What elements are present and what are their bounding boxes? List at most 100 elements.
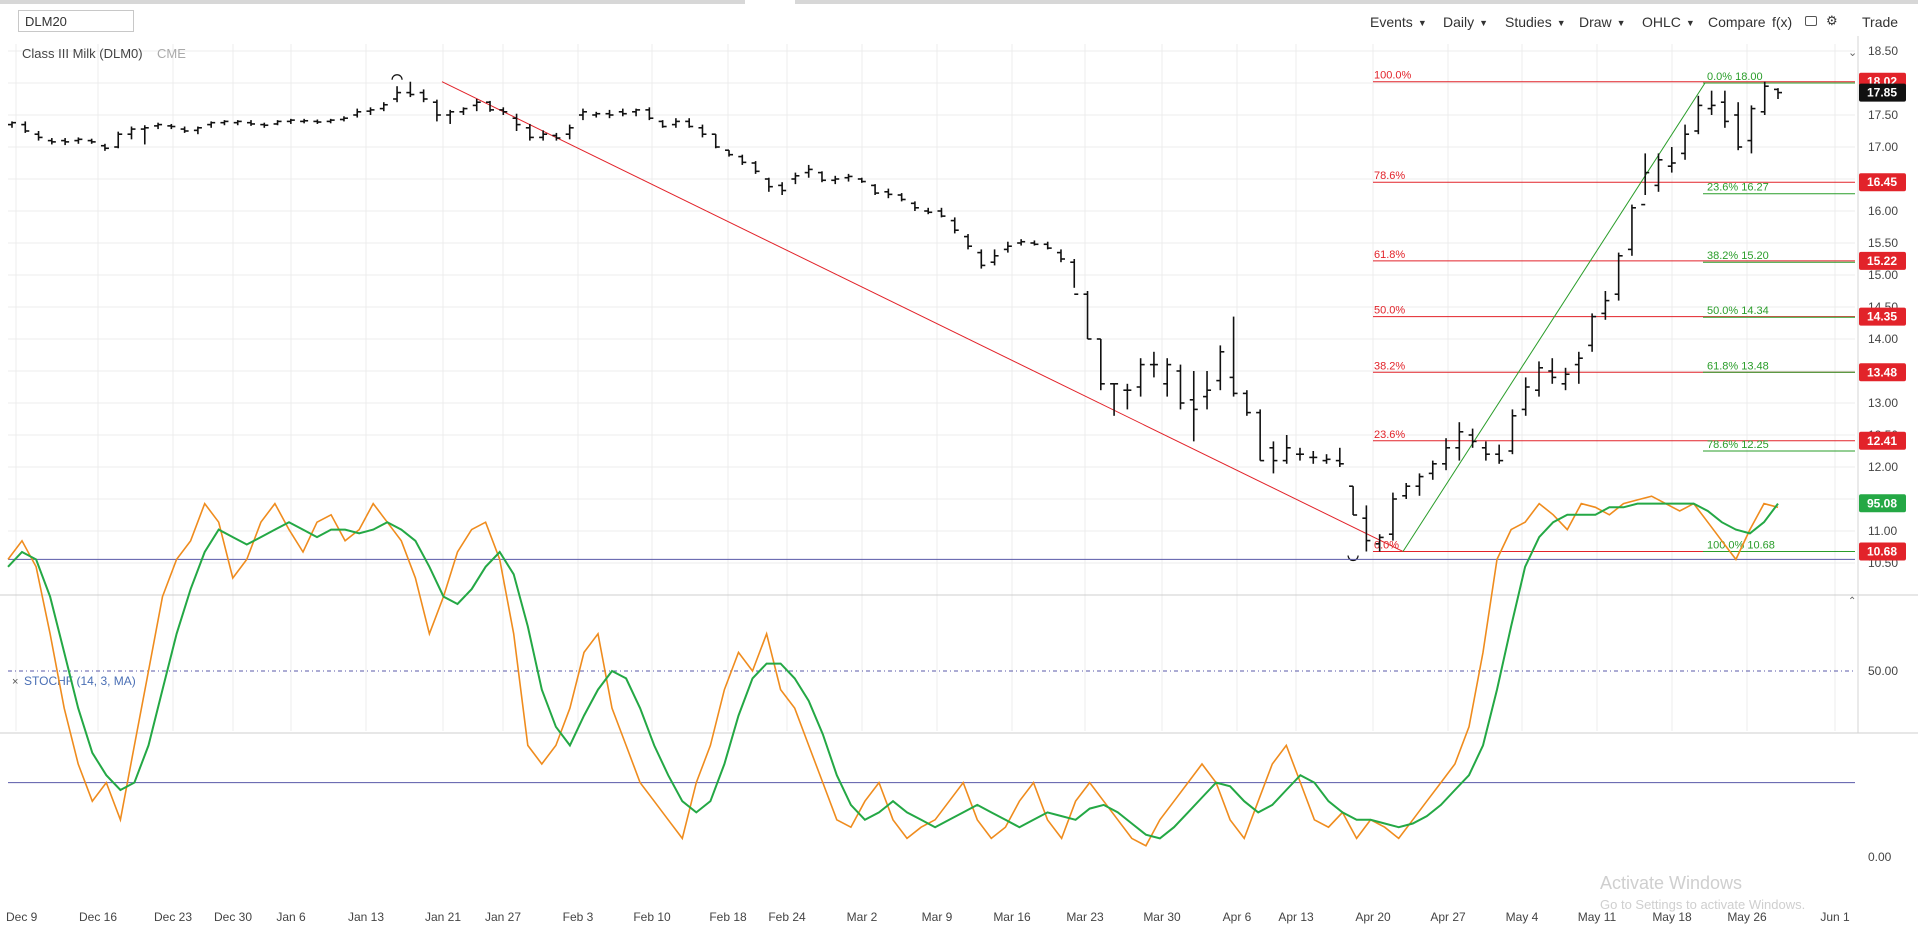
ohlc-bar xyxy=(804,164,813,178)
date-axis[interactable]: Dec 9 Dec 16 Dec 23 Dec 30 Jan 6 Jan 13 Jan 21… xyxy=(6,910,1850,924)
compare-button[interactable]: Compare xyxy=(1708,14,1766,30)
date-tick-label: May 18 xyxy=(1652,910,1692,924)
chart-toolbar: DLM20 Events ▼ Daily ▼ Studies ▼ Draw ▼ OHLC… xyxy=(0,4,1918,36)
window-top-strip xyxy=(0,0,1918,4)
ohlc-bar xyxy=(260,122,269,128)
ohlc-bar xyxy=(1123,383,1132,410)
stoch-title: STOCHF (14, 3, MA) xyxy=(24,674,136,688)
last-price-badge-text: 17.85 xyxy=(1867,86,1897,100)
ohlc-bar xyxy=(1428,460,1437,480)
ohlc-bar xyxy=(1375,534,1384,552)
chevron-down-icon: ▼ xyxy=(1616,18,1626,28)
collapse-icon[interactable]: ⌄ xyxy=(1848,47,1857,59)
ohlc-bar xyxy=(857,177,866,183)
bar-type-menu[interactable]: OHLC ▼ xyxy=(1642,14,1695,30)
ohlc-bar xyxy=(1256,409,1265,462)
price-level-badge xyxy=(1859,251,1906,270)
date-tick-label: Feb 3 xyxy=(563,910,594,924)
ohlc-bar xyxy=(964,234,973,250)
date-tick-label: Dec 16 xyxy=(79,910,117,924)
ohlc-bar xyxy=(326,118,335,124)
ohlc-bar xyxy=(1481,441,1490,461)
ohlc-bar xyxy=(486,100,495,112)
ohlc-bar xyxy=(1176,364,1185,410)
price-level-badge-text: 15.22 xyxy=(1867,254,1897,268)
price-level-badge-text: 13.48 xyxy=(1867,365,1897,379)
date-tick-label: Apr 27 xyxy=(1430,910,1466,924)
price-level-badge xyxy=(1859,431,1906,450)
ohlc-bar xyxy=(1574,351,1583,384)
ohlc-bar xyxy=(406,81,415,98)
watermark-line1: Activate Windows xyxy=(1600,873,1742,893)
ohlc-bar xyxy=(393,86,402,103)
ohlc-bar xyxy=(990,249,999,266)
interval-menu[interactable]: Daily ▼ xyxy=(1443,14,1488,30)
price-level-badge xyxy=(1859,542,1906,561)
ohlc-bar xyxy=(247,120,256,126)
ohlc-bar xyxy=(379,102,388,112)
ohlc-bar xyxy=(1521,377,1530,416)
ohlc-bar xyxy=(738,154,747,165)
date-tick-label: Jan 13 xyxy=(348,910,384,924)
ohlc-bar xyxy=(1415,473,1424,496)
ohlc-bar xyxy=(339,116,348,122)
date-tick-label: Mar 30 xyxy=(1143,910,1181,924)
ohlc-bar xyxy=(1455,422,1464,461)
stochastic-panel: × STOCHF (14, 3, MA) 50.00 0.00 95.08 ⌃ xyxy=(7,494,1906,864)
stoch-d-line xyxy=(7,502,1779,840)
ohlc-bar xyxy=(313,119,322,124)
ohlc-bar xyxy=(1720,90,1729,128)
trade-button[interactable]: Trade xyxy=(1862,14,1899,30)
swing-high-marker xyxy=(391,74,403,80)
ohlc-bar xyxy=(910,201,919,211)
ohlc-bar xyxy=(220,120,229,126)
fib-down-level-label: 0.0% xyxy=(1374,539,1399,551)
ohlc-bar xyxy=(114,131,123,149)
ohlc-bar xyxy=(1694,95,1703,135)
ohlc-bar xyxy=(1468,428,1477,448)
gear-icon[interactable]: ⚙ xyxy=(1826,13,1838,28)
ohlc-bar xyxy=(950,217,959,234)
studies-menu[interactable]: Studies ▼ xyxy=(1505,14,1566,30)
price-axis[interactable]: 18.5018.0017.5017.0016.5016.0015.5015.00… xyxy=(1859,44,1906,570)
fx-button[interactable]: f(x) xyxy=(1772,14,1793,30)
retracement-up: 0.0% 18.00 23.6% 16.27 38.2% 15.20 50.0% 14… xyxy=(1402,71,1855,552)
ohlc-bar xyxy=(1747,105,1756,154)
ohlc-bar xyxy=(1017,239,1026,246)
ohlc-bar xyxy=(685,118,694,128)
ohlc-bar xyxy=(61,138,70,146)
date-tick-label: Mar 16 xyxy=(993,910,1031,924)
date-tick-label: Dec 30 xyxy=(214,910,252,924)
fib-down-trendline xyxy=(441,81,1404,552)
close-icon: × xyxy=(12,676,18,688)
ohlc-bar xyxy=(1349,485,1358,516)
ohlc-bar xyxy=(1242,390,1251,416)
ohlc-bar xyxy=(1309,451,1318,464)
events-menu[interactable]: Events ▼ xyxy=(1370,14,1427,30)
stoch-value-badge-text: 95.08 xyxy=(1867,496,1897,510)
camera-icon[interactable] xyxy=(1805,16,1817,26)
chart-area[interactable]: 100.0% 78.6% 61.8% 50.0% 38.2% 23.6% 0.0% 0.0%… xyxy=(0,36,1918,930)
price-tick-label: 16.00 xyxy=(1868,204,1898,218)
date-tick-label: Mar 9 xyxy=(922,910,953,924)
ohlc-bar xyxy=(140,125,149,145)
date-tick-label: Feb 24 xyxy=(768,910,806,924)
fib-up-level-label: 50.0% 14.34 xyxy=(1707,305,1769,317)
ohlc-bar xyxy=(725,149,734,157)
ohlc-bar xyxy=(286,118,295,124)
date-tick-label: Jan 27 xyxy=(485,910,521,924)
ohlc-bar xyxy=(1136,358,1145,397)
ohlc-bar xyxy=(1096,338,1105,391)
ohlc-bar xyxy=(1163,358,1172,397)
ohlc-bar xyxy=(499,107,508,115)
ohlc-bar xyxy=(1508,409,1517,455)
symbol-input[interactable]: DLM20 xyxy=(18,10,134,32)
stoch-tick-label: 50.00 xyxy=(1868,664,1898,678)
price-tick-label: 17.50 xyxy=(1868,108,1898,122)
ohlc-bar xyxy=(193,126,202,135)
interval-label: Daily xyxy=(1443,14,1475,30)
ohlc-bar xyxy=(353,108,362,118)
price-tick-label: 14.00 xyxy=(1868,332,1898,346)
draw-menu[interactable]: Draw ▼ xyxy=(1579,14,1626,30)
ohlc-bar xyxy=(791,172,800,185)
